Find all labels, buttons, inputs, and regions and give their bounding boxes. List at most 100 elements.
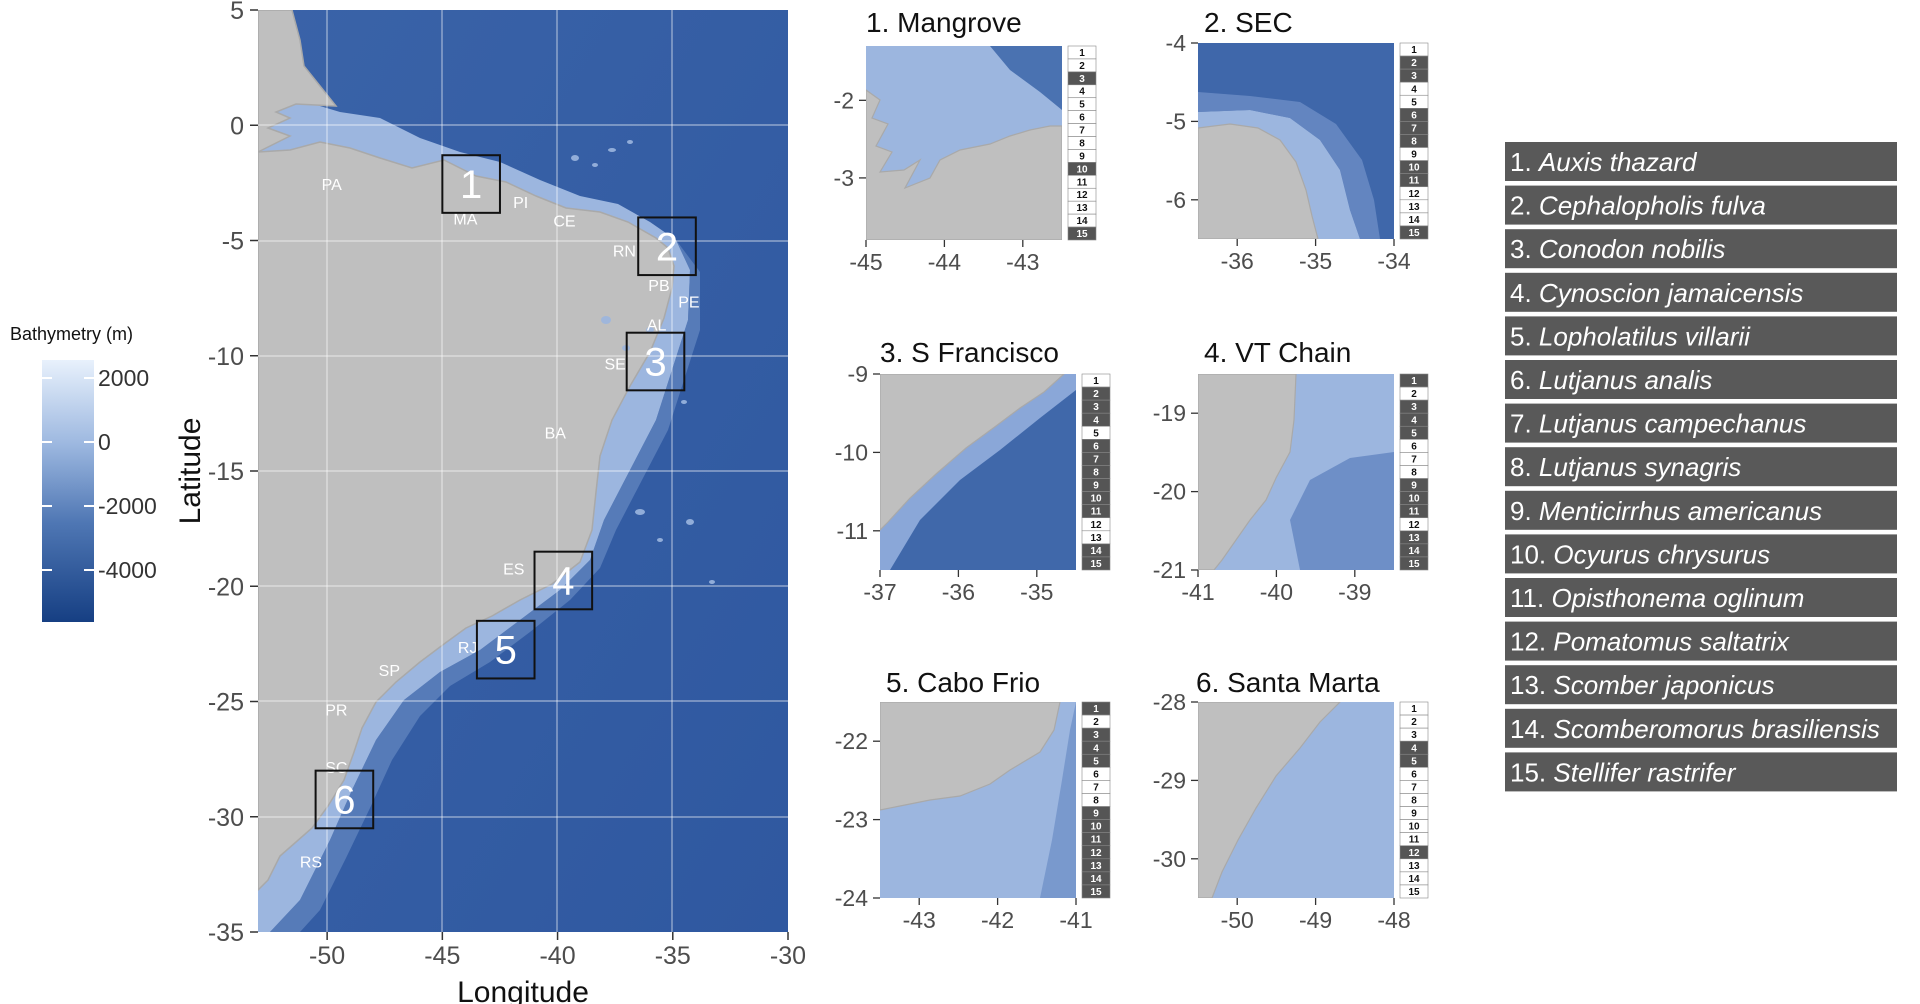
species-item: 8. Lutjanus synagris [1505, 447, 1897, 487]
panel-deep-water [1290, 452, 1394, 570]
species-box [1505, 752, 1897, 792]
state-label: AL [647, 317, 667, 334]
state-label: RN [613, 244, 636, 261]
y-tick-label: -20 [208, 573, 244, 601]
panel-y-tick-label: -24 [835, 885, 868, 911]
species-number: 1. [1510, 147, 1539, 177]
presence-number: 9 [1411, 481, 1417, 492]
y-tick-label: -10 [208, 343, 244, 371]
presence-number: 13 [1090, 861, 1102, 872]
species-name: Opisthonema oglinum [1551, 583, 1804, 613]
state-label: CE [553, 214, 575, 231]
presence-number: 15 [1408, 559, 1420, 570]
presence-number: 9 [1093, 481, 1099, 492]
presence-number: 12 [1090, 520, 1102, 531]
species-name: Lutjanus synagris [1539, 452, 1741, 482]
species-number: 8. [1510, 452, 1539, 482]
species-label: 8. Lutjanus synagris [1510, 452, 1741, 482]
state-label: BA [545, 426, 567, 443]
species-number: 14. [1510, 714, 1553, 744]
panel-slope [1198, 92, 1380, 239]
presence-number: 12 [1090, 848, 1102, 859]
species-item: 11. Opisthonema oglinum [1505, 578, 1897, 617]
panel-deep-water [990, 46, 1062, 110]
species-label: 10. Ocyurus chrysurus [1510, 539, 1770, 569]
panel-y-tick-label: -5 [1166, 108, 1186, 134]
presence-number: 11 [1409, 835, 1420, 846]
panel-cabo-frio [880, 702, 1076, 898]
species-number: 3. [1510, 234, 1539, 264]
panel-x-tick-label: -41 [1181, 579, 1214, 605]
species-box [1505, 316, 1897, 356]
study-box-label: 5 [495, 629, 517, 673]
state-label: ES [503, 562, 524, 579]
presence-number: 4 [1093, 743, 1099, 754]
state-label: PB [648, 278, 669, 295]
panel-x-tick-label: -34 [1377, 248, 1410, 274]
presence-number: 15 [1090, 887, 1102, 898]
presence-number: 10 [1408, 494, 1420, 505]
panel-y-tick-label: -4 [1166, 30, 1187, 56]
panel-y-tick-label: -22 [835, 728, 868, 754]
panel-land [1198, 123, 1319, 239]
species-item: 5. Lopholatilus villarii [1505, 316, 1897, 356]
presence-number: 11 [1091, 507, 1102, 518]
panel-x-tick-label: -37 [863, 579, 896, 605]
presence-number: 6 [1411, 441, 1417, 452]
panel-2-axes: 2. SEC-36 -35 -34-4-5-61234567891011121314… [1166, 7, 1429, 274]
state-label: PI [513, 195, 528, 212]
species-label: 14. Scomberomorus brasiliensis [1510, 714, 1880, 744]
species-number: 6. [1510, 365, 1539, 395]
study-box-label: 3 [644, 341, 666, 385]
panel-x-tick-label: -48 [1377, 907, 1410, 933]
x-tick-label: -40 [539, 942, 575, 970]
presence-number: 3 [1411, 71, 1417, 82]
panel-5-axes: 5. Cabo Frio-43 -42 -41-22-23-241234567891… [835, 667, 1111, 933]
species-name: Auxis thazard [1537, 147, 1698, 177]
panel-deep-water [1040, 702, 1076, 898]
panel-x-tick-label: -40 [1260, 579, 1293, 605]
presence-number: 12 [1408, 848, 1420, 859]
species-item: 15. Stellifer rastrifer [1505, 752, 1897, 792]
study-box [533, 550, 594, 611]
presence-number: 10 [1090, 494, 1102, 505]
presence-number: 6 [1093, 769, 1099, 780]
species-name: Scomberomorus brasiliensis [1553, 714, 1880, 744]
species-item: 3. Conodon nobilis [1505, 229, 1897, 269]
presence-number: 1 [1411, 704, 1417, 715]
presence-number: 4 [1079, 87, 1085, 98]
map-gridlines [258, 10, 788, 932]
presence-number: 13 [1408, 533, 1420, 544]
study-box [314, 769, 375, 830]
panel-title: 4. VT Chain [1204, 337, 1351, 368]
study-area-boxes: 1 2 3 45 6 [314, 154, 697, 830]
presence-number: 15 [1408, 887, 1420, 898]
panel-y-tick-label: -3 [834, 165, 854, 191]
panel-land [1198, 702, 1341, 898]
species-label: 13. Scomber japonicus [1510, 670, 1775, 700]
species-item: 7. Lutjanus campechanus [1505, 403, 1897, 443]
species-number: 9. [1510, 496, 1539, 526]
study-box [625, 331, 686, 392]
state-label: PR [325, 702, 347, 719]
species-box [1505, 665, 1897, 705]
presence-number: 14 [1090, 546, 1102, 557]
y-tick-label: -5 [222, 228, 244, 256]
study-box-label: 4 [552, 559, 574, 603]
presence-number: 8 [1079, 138, 1085, 149]
species-item: 2. Cephalopholis fulva [1505, 185, 1897, 225]
species-label: 12. Pomatomus saltatrix [1510, 627, 1790, 657]
panel-title: 6. Santa Marta [1196, 667, 1380, 698]
species-name: Cephalopholis fulva [1539, 191, 1766, 221]
state-label: PA [322, 177, 342, 194]
panel-y-tick-label: -10 [835, 439, 868, 465]
presence-number: 2 [1411, 58, 1417, 69]
species-item: 10. Ocyurus chrysurus [1505, 534, 1897, 574]
species-label: 9. Menticirrhus americanus [1510, 496, 1822, 526]
species-number: 10. [1510, 539, 1553, 569]
panel-title: 3. S Francisco [880, 337, 1059, 368]
species-name: Cynoscion jamaicensis [1539, 278, 1803, 308]
presence-number: 4 [1411, 415, 1417, 426]
legend-colorbar [42, 360, 94, 622]
species-item: 9. Menticirrhus americanus [1505, 490, 1897, 530]
